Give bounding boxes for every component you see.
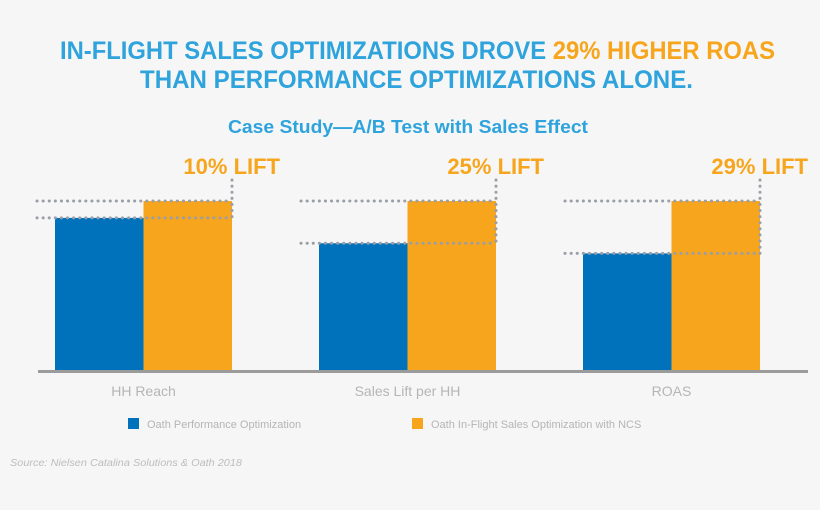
x-tick-label-0: HH Reach [111,383,176,399]
bar-inflight-0 [143,201,232,370]
lift-annotation-0: 10% LIFT [183,154,280,179]
legend-swatch-0 [128,418,139,429]
bar-inflight-2 [671,201,760,370]
chart-title-line1: IN-FLIGHT SALES OPTIMIZATIONS DROVE 29% … [60,37,775,65]
bar-performance-0 [55,217,144,370]
title-highlight: 29% HIGHER ROAS [553,37,775,65]
chart-subtitle: Case Study—A/B Test with Sales Effect [228,117,588,137]
bar-inflight-1 [407,201,496,370]
legend-label-1: Oath In-Flight Sales Optimization with N… [431,419,641,431]
chart-title-line2: THAN PERFORMANCE OPTIMIZATIONS ALONE. [140,66,693,94]
bar-performance-2 [583,253,672,370]
lift-annotation-2: 29% LIFT [711,154,808,179]
title-blue-part: IN-FLIGHT SALES OPTIMIZATIONS DROVE [60,37,553,65]
x-tick-label-2: ROAS [652,383,692,399]
lift-annotation-1: 25% LIFT [447,154,544,179]
x-tick-label-1: Sales Lift per HH [355,383,461,399]
legend-swatch-1 [412,418,423,429]
bar-performance-1 [319,243,408,370]
source-note: Source: Nielsen Catalina Solutions & Oat… [10,457,242,469]
legend-label-0: Oath Performance Optimization [147,419,301,431]
